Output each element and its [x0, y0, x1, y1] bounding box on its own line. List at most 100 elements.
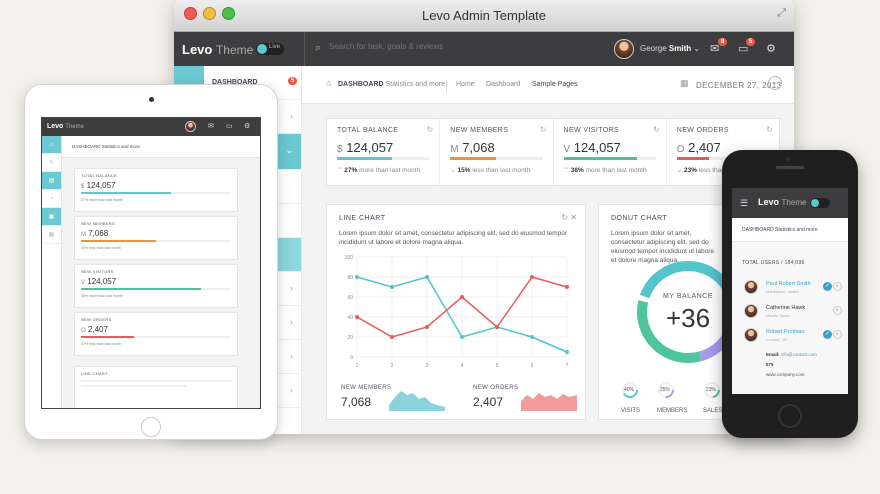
user-row[interactable]: Robert Prolman London, UK ✓ + [744, 326, 842, 346]
x-tick-label: 3 [426, 363, 429, 369]
stat-value: O 2,407 [676, 140, 721, 155]
menu-icon[interactable]: ☰ [740, 198, 749, 208]
avatar[interactable] [614, 39, 634, 59]
brand-logo[interactable]: Levo Theme [182, 42, 253, 57]
data-point[interactable] [355, 315, 359, 319]
zoom-button[interactable] [222, 7, 235, 20]
check-icon[interactable]: ✓ [823, 282, 832, 291]
avatar [744, 280, 758, 294]
stats-panel: TOTAL BALANCE $ 124,057 ⌃ 27% more than … [326, 118, 780, 186]
gear-icon[interactable]: ⚙ [244, 123, 251, 130]
gear-icon[interactable]: ⚙ [766, 43, 776, 55]
inbox-icon[interactable]: ▭ [738, 43, 749, 55]
line-chart-card: LINE CHART ↻ ✕ Lorem ipsum dolor sit ame… [326, 204, 586, 420]
live-toggle[interactable]: Live [256, 43, 284, 55]
add-icon[interactable]: + [833, 330, 842, 339]
live-toggle[interactable] [810, 198, 830, 208]
user-first-name: George [640, 44, 667, 53]
y-tick-label: 0 [350, 355, 353, 361]
phone-device: ☰ Levo Theme DASHBOARD Statistics and mo… [722, 150, 858, 438]
stat-label: TOTAL BALANCE [337, 127, 399, 134]
brand-sub: Theme [215, 43, 254, 57]
card-title: LINE CHART [339, 215, 386, 222]
stat-compare: ⌃ 38% more than last month [563, 167, 647, 174]
chevron-right-icon: › [290, 351, 293, 361]
phone-home-button[interactable] [778, 404, 802, 428]
chevron-down-icon: ⌄ [285, 145, 293, 155]
refresh-icon[interactable]: ↻ [653, 125, 660, 134]
data-point[interactable] [425, 275, 429, 279]
x-tick-label: 4 [461, 363, 464, 369]
date-dropdown-button[interactable]: ⌄ [768, 76, 782, 90]
page-subtitle: Statistics and more [385, 81, 445, 88]
refresh-icon[interactable]: ↻ [561, 213, 569, 222]
text-placeholder [81, 385, 186, 387]
data-point[interactable] [530, 275, 534, 279]
data-point[interactable] [565, 350, 569, 354]
breadcrumb-dashboard[interactable]: Dashboard [486, 81, 521, 88]
refresh-icon[interactable]: ↻ [426, 125, 434, 134]
refresh-icon[interactable]: ↻ [539, 125, 547, 134]
add-icon[interactable]: + [833, 306, 842, 315]
stat-card: NEW MEMBERS M 7,068 ⌄ 15% less than last… [440, 119, 554, 185]
user-menu[interactable]: George Smith ⌄ [640, 44, 700, 53]
tablet-line-card: LINE CHART [74, 366, 238, 408]
sidebar-item[interactable]: ▤ [42, 172, 61, 190]
data-point[interactable] [495, 325, 499, 329]
inbox-icon[interactable]: ▭ [226, 123, 233, 130]
data-point[interactable] [460, 295, 464, 299]
search-input[interactable] [329, 42, 569, 51]
mini-donut: 40% VISITS [621, 381, 640, 414]
user-row[interactable]: Paul Robert Smith Manhattan, United ✓ + [744, 278, 842, 298]
y-tick-label: 40 [347, 315, 353, 321]
mail-icon[interactable]: ✉ [710, 43, 720, 55]
data-point[interactable] [425, 325, 429, 329]
tablet-stat-card: NEW ORDERS O 2,407 23% less than last mo… [74, 312, 238, 356]
card-actions: ↻ ✕ [561, 213, 577, 222]
page-header: ⌂ DASHBOARD Statistics and more Home Das… [302, 66, 794, 104]
stat-value: V 124,057 [81, 277, 117, 286]
close-button[interactable] [184, 7, 197, 20]
mini-donut-label: VISITS [621, 408, 641, 414]
data-point[interactable] [390, 335, 394, 339]
sidebar-item[interactable]: ⌂ [42, 136, 61, 154]
stat-label: NEW VISITORS [563, 127, 620, 134]
stat-value: $ 124,057 [337, 140, 394, 155]
tablet-home-button[interactable] [141, 417, 161, 437]
fullscreen-icon[interactable]: ⤢ [777, 7, 786, 19]
data-point[interactable] [390, 285, 394, 289]
close-icon[interactable]: ✕ [570, 213, 577, 222]
user-location: Manhattan, United [766, 289, 799, 294]
data-point[interactable] [355, 275, 359, 279]
data-point[interactable] [460, 335, 464, 339]
y-tick-label: 80 [347, 275, 353, 281]
sidebar-item[interactable]: ▦ [42, 226, 61, 244]
avatar [744, 304, 758, 318]
breadcrumb-home[interactable]: Home [456, 81, 475, 88]
avatar[interactable] [185, 121, 196, 132]
window-title: Levo Admin Template [421, 8, 547, 23]
sidebar-item[interactable]: ✎ [42, 154, 61, 172]
add-icon[interactable]: + [833, 282, 842, 291]
chevron-right-icon: › [290, 385, 293, 395]
user-row[interactable]: Catherine Hawk Madrid Spain + [744, 302, 842, 322]
card-text: Lorem ipsum dolor sit amet, consectetur … [339, 230, 567, 246]
sidebar-item[interactable]: ◔ [42, 190, 61, 208]
line-chart: 0 20 40 60 80 100 1 2 3 4 5 6 7 [345, 255, 569, 369]
data-point[interactable] [565, 285, 569, 289]
check-icon[interactable]: ✓ [823, 330, 832, 339]
tablet-brand: Levo Theme [47, 123, 84, 130]
phone-top-nav: ☰ Levo Theme [732, 188, 848, 218]
data-point[interactable] [530, 335, 534, 339]
search-icon: ⌕ [315, 42, 322, 54]
stat-value: M 7,068 [81, 229, 109, 238]
orders-sparkline [521, 393, 577, 411]
refresh-icon[interactable]: ↻ [766, 125, 773, 134]
minimize-button[interactable] [203, 7, 216, 20]
stat-value: M 7,068 [450, 140, 495, 155]
mail-icon[interactable]: ✉ [208, 123, 214, 130]
date-display: DECEMBER 27, 2013 [696, 81, 782, 90]
mini-donut-label: SALES [703, 408, 723, 414]
sidebar-item[interactable]: ▣ [42, 208, 61, 226]
sidebar-badge: 5 [288, 77, 298, 85]
